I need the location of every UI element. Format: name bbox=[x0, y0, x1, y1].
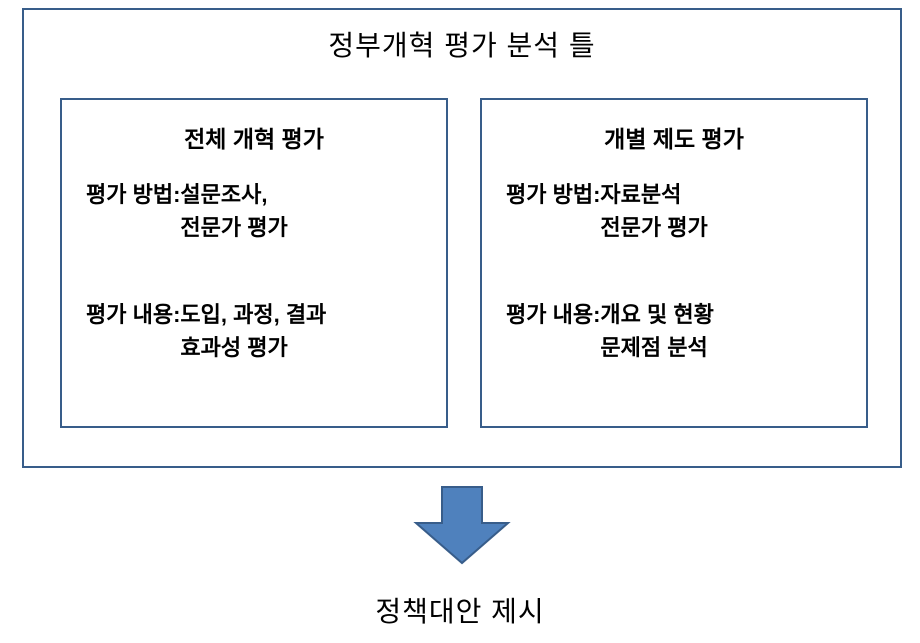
left-method-value: 설문조사, 전문가 평가 bbox=[180, 178, 287, 244]
right-content-label: 평가 내용: bbox=[506, 298, 600, 364]
left-evaluation-box: 전체 개혁 평가 평가 방법: 설문조사, 전문가 평가 평가 내용: 도입, … bbox=[60, 98, 448, 428]
left-content-label: 평가 내용: bbox=[86, 298, 180, 364]
right-method-value: 자료분석 전문가 평가 bbox=[600, 178, 707, 244]
right-content-value: 개요 및 현황 문제점 분석 bbox=[600, 298, 713, 364]
left-content-block: 평가 내용: 도입, 과정, 결과 효과성 평가 bbox=[86, 298, 326, 364]
left-box-title: 전체 개혁 평가 bbox=[62, 120, 446, 154]
right-method-block: 평가 방법: 자료분석 전문가 평가 bbox=[506, 178, 708, 244]
right-method-label: 평가 방법: bbox=[506, 178, 600, 244]
right-evaluation-box: 개별 제도 평가 평가 방법: 자료분석 전문가 평가 평가 내용: 개요 및 … bbox=[480, 98, 868, 428]
right-box-title: 개별 제도 평가 bbox=[482, 120, 866, 154]
outer-framework-box: 정부개혁 평가 분석 틀 전체 개혁 평가 평가 방법: 설문조사, 전문가 평… bbox=[22, 8, 902, 468]
bottom-title: 정책대안 제시 bbox=[0, 590, 920, 630]
main-title: 정부개혁 평가 분석 틀 bbox=[24, 24, 900, 64]
left-content-value: 도입, 과정, 결과 효과성 평가 bbox=[180, 298, 326, 364]
left-method-label: 평가 방법: bbox=[86, 178, 180, 244]
right-content-block: 평가 내용: 개요 및 현황 문제점 분석 bbox=[506, 298, 714, 364]
down-arrow bbox=[412, 485, 512, 570]
left-method-block: 평가 방법: 설문조사, 전문가 평가 bbox=[86, 178, 288, 244]
